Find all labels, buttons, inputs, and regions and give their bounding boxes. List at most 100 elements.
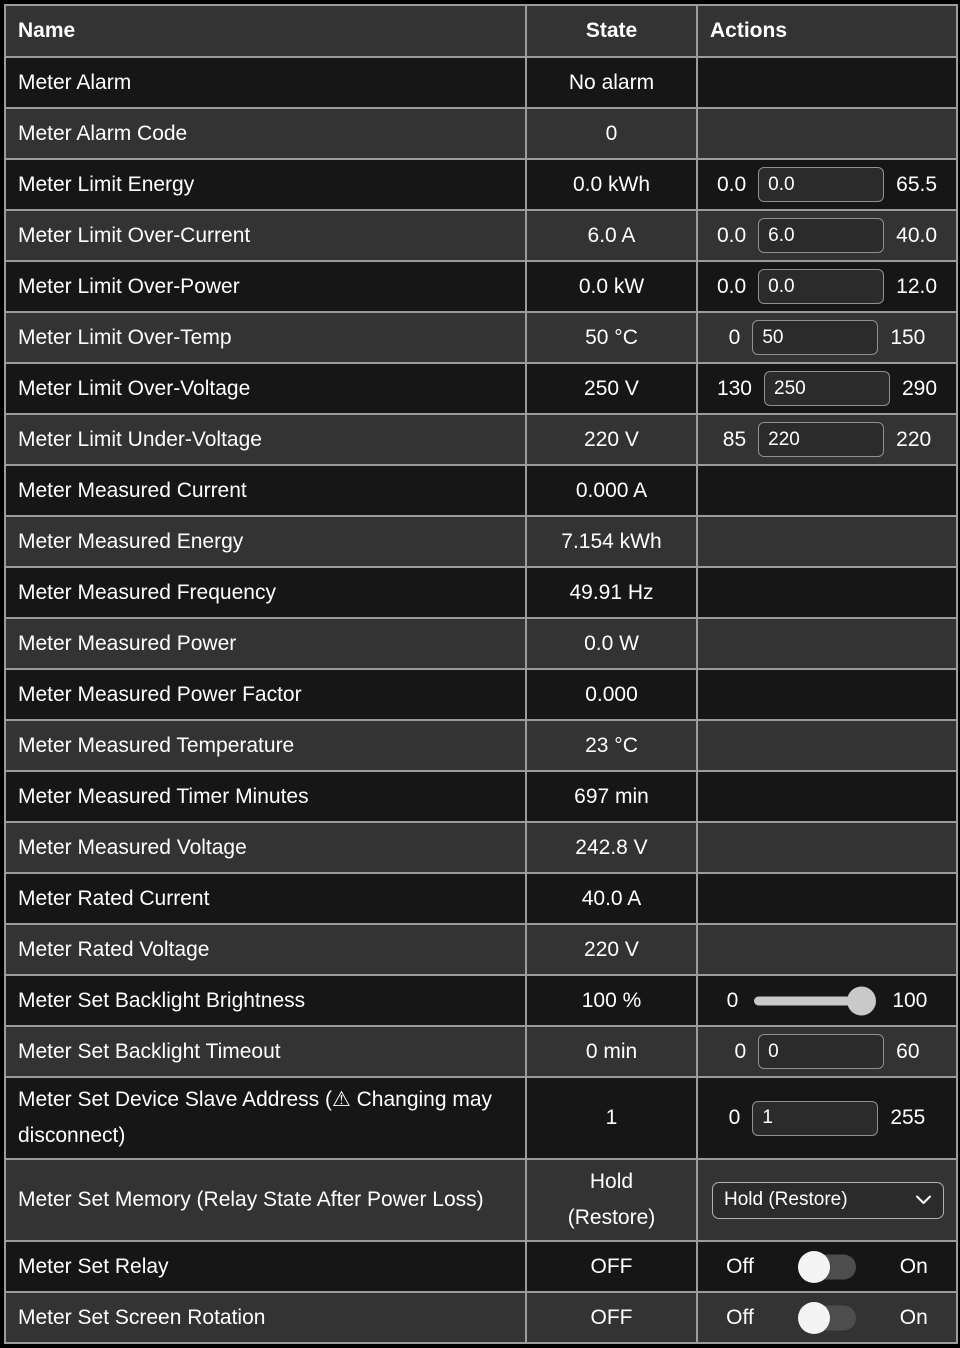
- header-name: Name: [4, 4, 527, 58]
- table-row: Meter Rated Current 40.0 A: [4, 872, 958, 925]
- entity-state-value: No alarm: [568, 70, 655, 94]
- entity-state: 0.0 kWh: [525, 158, 698, 211]
- entity-actions: [696, 56, 958, 109]
- number-action: 0.0 40.0: [708, 218, 946, 253]
- header-state: State: [525, 4, 698, 58]
- min-label: 130: [716, 376, 752, 400]
- entity-state-value: 40.0 A: [581, 886, 642, 910]
- entity-state-value: 100 %: [581, 988, 642, 1012]
- entity-actions: Off On: [696, 1291, 958, 1344]
- brightness-slider[interactable]: [754, 986, 877, 1016]
- entity-state-value: 220 V: [584, 937, 639, 961]
- slider-thumb[interactable]: [847, 986, 877, 1015]
- entity-actions: 85 220: [696, 413, 958, 466]
- entity-actions: [696, 515, 958, 568]
- entity-actions: [696, 107, 958, 160]
- entity-name: Meter Measured Energy: [4, 515, 527, 568]
- number-action: 130 290: [708, 371, 946, 406]
- entity-state: 1: [525, 1076, 698, 1160]
- table-row: Meter Measured Power Factor 0.000: [4, 668, 958, 721]
- entity-state-value: OFF: [590, 1305, 633, 1329]
- entity-actions: 0 60: [696, 1025, 958, 1078]
- entity-name: Meter Limit Under-Voltage: [4, 413, 527, 466]
- min-label: 0: [728, 1106, 741, 1129]
- table-row: Meter Set Screen Rotation OFF Off On: [4, 1291, 958, 1344]
- entity-name: Meter Rated Voltage: [4, 923, 527, 976]
- number-input[interactable]: [758, 1034, 885, 1069]
- header-actions: Actions: [696, 4, 958, 58]
- table-row: Meter Rated Voltage 220 V: [4, 923, 958, 976]
- entity-state-value: 0.000: [585, 682, 638, 706]
- max-label: 60: [896, 1039, 920, 1063]
- number-input[interactable]: [758, 269, 885, 304]
- min-label: 0: [728, 325, 741, 349]
- table-row: Meter Alarm Code 0: [4, 107, 958, 160]
- table-row: Meter Measured Current 0.000 A: [4, 464, 958, 517]
- entity-state: 220 V: [525, 413, 698, 466]
- max-label: 40.0: [896, 223, 938, 247]
- toggle-thumb: [797, 1250, 830, 1283]
- number-input[interactable]: [752, 320, 879, 355]
- entity-state: 697 min: [525, 770, 698, 823]
- entity-state: 49.91 Hz: [525, 566, 698, 619]
- number-input[interactable]: [758, 422, 885, 457]
- entity-state-value: 0.0 kWh: [572, 172, 651, 196]
- toggle-action: Off On: [708, 1249, 946, 1285]
- table-row: Meter Measured Frequency 49.91 Hz: [4, 566, 958, 619]
- entity-actions: 0.0 65.5: [696, 158, 958, 211]
- entity-state-value: 0 min: [585, 1039, 638, 1063]
- table-row: Meter Measured Temperature 23 °C: [4, 719, 958, 772]
- toggle-on-label: On: [899, 1254, 928, 1278]
- entity-name: Meter Measured Power: [4, 617, 527, 670]
- entity-name: Meter Limit Over-Power: [4, 260, 527, 313]
- entity-state: 6.0 A: [525, 209, 698, 262]
- table-row: Meter Set Backlight Timeout 0 min 0 60: [4, 1025, 958, 1078]
- entity-state-value: Hold (Restore): [567, 1170, 656, 1229]
- entity-state-value: 0.000 A: [575, 478, 648, 502]
- entity-name: Meter Limit Energy: [4, 158, 527, 211]
- entity-actions: 0 150: [696, 311, 958, 364]
- entity-actions: 0.0 40.0: [696, 209, 958, 262]
- entity-actions: [696, 872, 958, 925]
- table-body: Meter Alarm No alarm Meter Alarm Code 0 Mete…: [4, 56, 958, 1344]
- entity-actions: 130 290: [696, 362, 958, 415]
- number-input[interactable]: [758, 167, 885, 202]
- toggle-switch[interactable]: [797, 1301, 856, 1334]
- entity-state-value: 242.8 V: [575, 835, 648, 859]
- slider-track[interactable]: [754, 996, 863, 1005]
- toggle-switch[interactable]: [797, 1250, 856, 1283]
- toggle-off-label: Off: [726, 1254, 754, 1278]
- max-label: 12.0: [896, 274, 938, 298]
- entity-state-value: 0.0 kW: [578, 274, 645, 298]
- entities-table: Name State Actions Meter Alarm No alarm Me…: [4, 4, 958, 1344]
- max-label: 290: [902, 376, 938, 400]
- table-row: Meter Measured Energy 7.154 kWh: [4, 515, 958, 568]
- table-row: Meter Alarm No alarm: [4, 56, 958, 109]
- number-action: 0.0 12.0: [708, 269, 946, 304]
- entity-state: 0 min: [525, 1025, 698, 1078]
- entity-name: Meter Measured Timer Minutes: [4, 770, 527, 823]
- toggle-action: Off On: [708, 1300, 946, 1336]
- entity-state-value: 250 V: [584, 376, 639, 400]
- memory-select[interactable]: Hold (Restore): [712, 1181, 944, 1219]
- max-label: 255: [890, 1106, 926, 1129]
- entity-actions: [696, 770, 958, 823]
- entity-state-value: 7.154 kWh: [561, 529, 662, 553]
- selected-option-label: Hold (Restore): [724, 1189, 848, 1210]
- number-input[interactable]: [752, 1100, 879, 1136]
- entity-state-value: 1: [605, 1106, 618, 1129]
- entity-name: Meter Limit Over-Voltage: [4, 362, 527, 415]
- table-row: Meter Measured Power 0.0 W: [4, 617, 958, 670]
- entity-state-value: 220 V: [584, 427, 639, 451]
- entity-state: 0.0 kW: [525, 260, 698, 313]
- entity-name: Meter Set Relay: [4, 1240, 527, 1293]
- entity-state: 220 V: [525, 923, 698, 976]
- table-row: Meter Set Backlight Brightness 100 % 0 100: [4, 974, 958, 1027]
- number-input[interactable]: [758, 218, 885, 253]
- select-action: Hold (Restore): [708, 1181, 946, 1219]
- table-row: Meter Measured Voltage 242.8 V: [4, 821, 958, 874]
- entity-actions: Hold (Restore): [696, 1158, 958, 1242]
- table-row: Meter Limit Over-Temp 50 °C 0 150: [4, 311, 958, 364]
- entity-actions: Off On: [696, 1240, 958, 1293]
- number-input[interactable]: [764, 371, 890, 406]
